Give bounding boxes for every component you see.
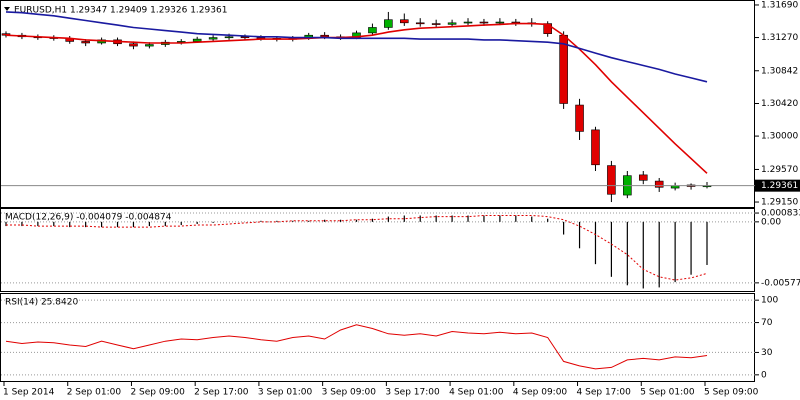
x-tick-label: 5 Sep 01:00 [640, 388, 695, 398]
x-tick-label: 5 Sep 09:00 [704, 388, 759, 398]
candle-body [224, 36, 234, 39]
candle-body [208, 37, 218, 40]
candle-body [543, 23, 552, 34]
y-tick-label: 0.000833 [761, 209, 800, 219]
candle-body [320, 34, 329, 38]
candle-body [575, 104, 584, 132]
y-tick-label: 70 [761, 318, 773, 328]
candle-body [607, 165, 616, 195]
y-tick-label: 0 [761, 370, 767, 380]
y-tick-label: 0.00 [761, 217, 781, 227]
x-tick-label: 4 Sep 17:00 [577, 388, 632, 398]
current-price-label: 1.29361 [761, 181, 798, 191]
y-tick-label: -0.00577 [761, 278, 800, 288]
y-tick-label: 1.29570 [761, 165, 798, 175]
candle-body [415, 22, 425, 25]
y-tick-label: 1.31270 [761, 33, 798, 43]
x-tick-label: 2 Sep 01:00 [67, 388, 122, 398]
candle-body [129, 43, 138, 47]
current-price-box [755, 179, 800, 192]
x-tick-label: 4 Sep 01:00 [449, 388, 504, 398]
x-tick-label: 3 Sep 17:00 [385, 388, 440, 398]
y-tick-label: 30 [761, 348, 773, 358]
y-tick-label: 1.31690 [761, 0, 798, 10]
price-frame [0, 0, 755, 208]
x-tick-label: 3 Sep 09:00 [322, 388, 377, 398]
y-tick-label: 1.30842 [761, 66, 798, 76]
candle-body [431, 23, 441, 25]
menu-triangle [4, 7, 10, 11]
candle-body [654, 180, 664, 188]
candle-body [463, 21, 473, 24]
candle-body [638, 174, 648, 181]
x-tick-label: 4 Sep 09:00 [513, 388, 568, 398]
x-tick-label: 2 Sep 17:00 [194, 388, 249, 398]
candle-body [591, 129, 600, 166]
x-tick-label: 1 Sep 2014 [3, 388, 55, 398]
candle-body [479, 21, 489, 24]
y-tick-label: 100 [761, 296, 778, 306]
rsi-title: RSI(14) 25.8420 [5, 298, 78, 308]
x-tick-label: 3 Sep 01:00 [258, 388, 313, 398]
price-title: EURUSD,H1 1.29347 1.29409 1.29326 1.2936… [14, 6, 227, 16]
indicator-line [5, 324, 708, 370]
candle-body [81, 41, 90, 44]
y-tick-label: 1.30420 [761, 99, 798, 109]
candle-body [192, 38, 202, 42]
candle-body [559, 34, 568, 104]
macd-frame [0, 208, 755, 292]
rsi-frame [0, 293, 755, 382]
macd-title: MACD(12,26,9) -0.004079 -0.004874 [5, 213, 172, 223]
candle-body [384, 19, 393, 28]
candle-body [145, 44, 154, 47]
y-tick-label: 1.29150 [761, 198, 798, 208]
candle-body [495, 21, 505, 24]
indicator-line [5, 11, 708, 83]
y-tick-label: 1.30000 [761, 132, 798, 142]
indicator-line [6, 215, 708, 281]
x-tick-label: 2 Sep 09:00 [130, 388, 185, 398]
candle-body [368, 27, 377, 34]
frames [0, 0, 755, 382]
candle-body [447, 22, 457, 25]
candle-body [400, 19, 409, 24]
indicator-line [5, 22, 708, 174]
